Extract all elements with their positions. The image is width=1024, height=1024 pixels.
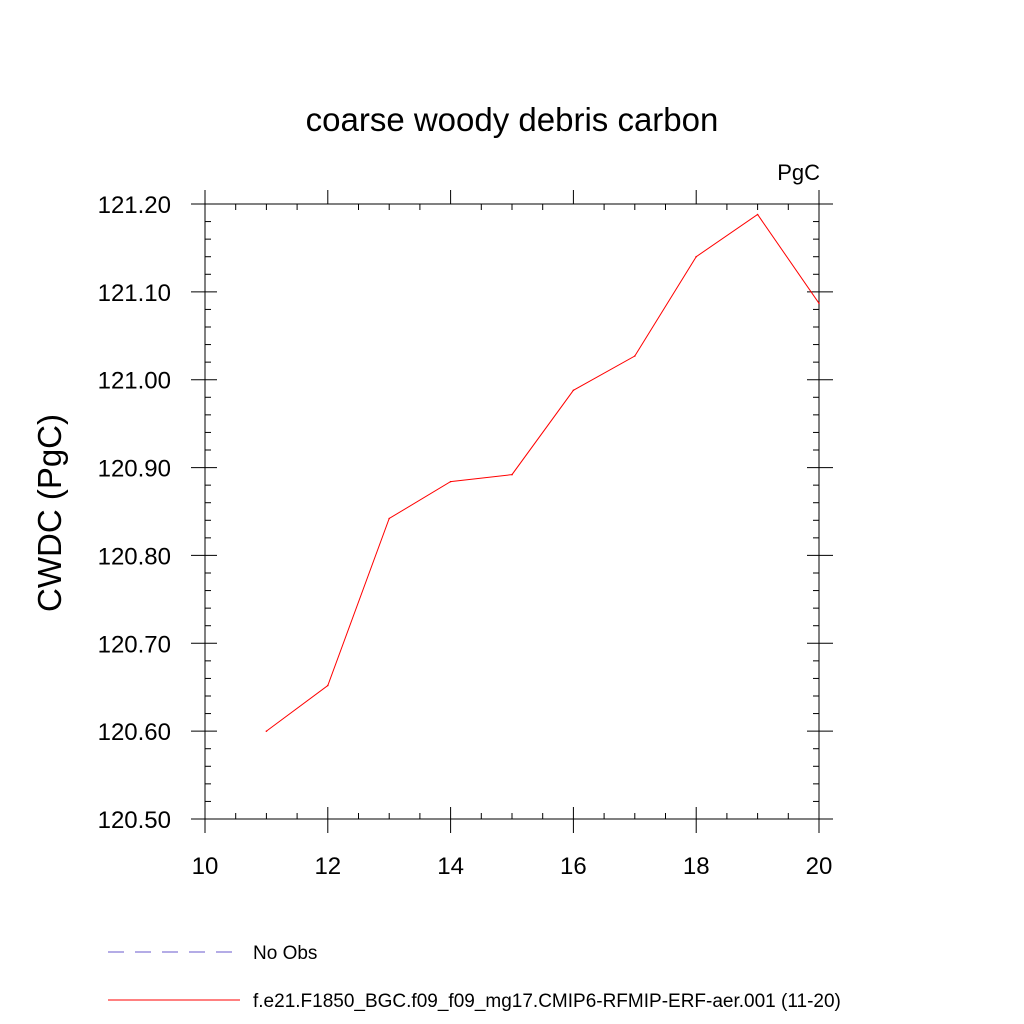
series-line	[266, 213, 820, 732]
y-tick-label: 120.50	[98, 807, 171, 834]
y-tick-label: 120.80	[98, 543, 171, 570]
legend-label: No Obs	[253, 943, 317, 964]
y-tick-label: 121.00	[98, 368, 171, 395]
data-point	[449, 480, 452, 483]
y-tick-label: 121.20	[98, 192, 171, 219]
data-point	[511, 473, 513, 476]
data-point	[818, 302, 820, 305]
x-tick-label: 12	[314, 853, 341, 880]
data-point	[327, 684, 329, 687]
data-point	[634, 355, 636, 357]
plot-frame	[204, 203, 820, 820]
y-axis-ticks: 120.50 120.60 120.70 120.80 120.90 121.00 121.…	[98, 192, 833, 834]
data-point	[572, 389, 575, 392]
data-point	[756, 213, 759, 216]
x-tick-label: 18	[683, 853, 710, 880]
data-point	[265, 730, 268, 732]
x-tick-label: 10	[192, 853, 219, 880]
x-tick-label: 14	[437, 853, 464, 880]
y-tick-label: 121.10	[98, 280, 171, 307]
minor-ticks	[205, 204, 819, 819]
legend: No Obs f.e21.F1850_BGC.f09_f09_mg17.CMIP6…	[108, 943, 841, 1012]
x-tick-label: 16	[560, 853, 587, 880]
x-axis-ticks: 10 12 14 16 18 20	[192, 190, 833, 880]
chart-title: coarse woody debris carbon	[306, 101, 719, 138]
data-point	[388, 517, 391, 520]
units-label: PgC	[777, 160, 820, 185]
data-point	[695, 255, 697, 258]
y-tick-label: 120.60	[98, 719, 171, 746]
legend-label: f.e21.F1850_BGC.f09_f09_mg17.CMIP6-RFMIP…	[253, 991, 841, 1012]
x-tick-label: 20	[806, 853, 833, 880]
y-tick-label: 120.70	[98, 631, 171, 658]
y-tick-label: 120.90	[98, 456, 171, 483]
series-layer	[265, 213, 820, 732]
y-axis-label: CWDC (PgC)	[31, 414, 68, 612]
